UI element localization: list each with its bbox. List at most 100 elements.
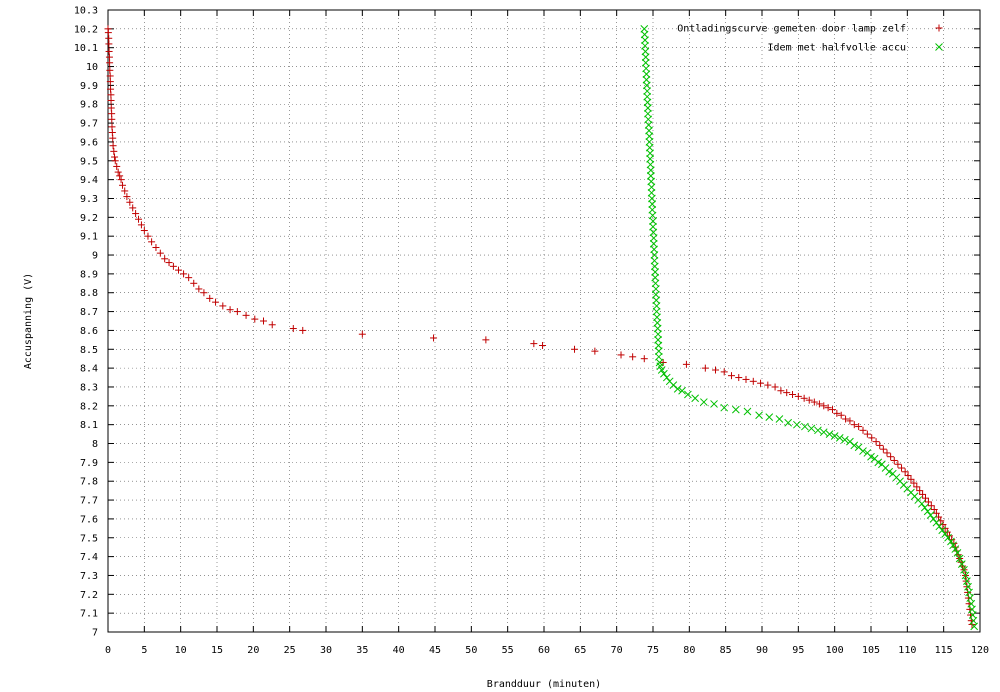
y-tick-label: 9.8 (80, 100, 98, 111)
data-point (654, 330, 662, 339)
data-point (185, 274, 193, 282)
x-tick-label: 100 (826, 645, 844, 656)
data-point (640, 355, 648, 363)
y-tick-label: 7.5 (80, 533, 98, 544)
data-point (617, 351, 625, 359)
data-point (651, 268, 660, 276)
y-tick-label: 8.8 (80, 288, 98, 299)
data-point (863, 430, 871, 438)
data-point (108, 115, 116, 123)
y-tick-label: 8.9 (80, 269, 98, 280)
y-tick-label: 7.9 (80, 458, 98, 469)
data-point (135, 215, 143, 223)
data-point (642, 70, 651, 78)
data-point (650, 251, 659, 259)
y-tick-label: 8.3 (80, 382, 98, 393)
data-point (885, 467, 894, 476)
y-tick-label: 8.6 (80, 326, 98, 337)
x-tick-label: 75 (647, 645, 659, 656)
x-tick-label: 25 (284, 645, 296, 656)
data-point (212, 298, 220, 306)
y-tick-label: 7.8 (80, 477, 98, 488)
data-point (731, 405, 740, 414)
data-point (727, 372, 735, 380)
data-point (960, 565, 968, 574)
data-point (114, 168, 122, 176)
data-point (789, 391, 797, 399)
x-tick-label: 120 (971, 645, 989, 656)
data-point (872, 438, 880, 446)
data-point (190, 279, 198, 287)
data-point (935, 522, 944, 531)
data-point (641, 36, 649, 45)
data-point (783, 389, 791, 397)
data-point (901, 468, 909, 476)
data-point (126, 198, 134, 206)
data-point (807, 424, 816, 433)
data-point (299, 326, 307, 334)
data-point (132, 210, 140, 218)
x-tick-label: 105 (862, 645, 880, 656)
data-point (923, 507, 932, 516)
data-point (226, 306, 234, 314)
x-tick-label: 30 (320, 645, 332, 656)
data-point (835, 434, 844, 442)
y-tick-label: 9.5 (80, 156, 98, 167)
y-tick-label: 9 (92, 251, 98, 262)
x-tick-label: 110 (898, 645, 916, 656)
data-point (233, 308, 241, 316)
data-point (646, 166, 655, 175)
data-point (859, 447, 867, 455)
x-tick-label: 115 (935, 645, 953, 656)
y-tick-label: 9.7 (80, 119, 98, 130)
y-tick-label: 9.3 (80, 194, 98, 205)
data-series (104, 24, 979, 631)
data-point (944, 533, 952, 542)
data-point (660, 369, 668, 378)
data-point (657, 366, 666, 374)
chart-legend: Ontladingscurve gemeten door lamp zelf Id… (677, 24, 943, 54)
data-point (119, 181, 127, 189)
data-point (691, 394, 700, 403)
data-point (649, 217, 657, 225)
data-point (837, 411, 845, 419)
data-point (814, 426, 822, 435)
data-point (111, 157, 119, 165)
data-point (129, 204, 137, 212)
data-point (910, 479, 918, 487)
data-point (678, 386, 686, 395)
data-point (941, 524, 949, 532)
y-tick-label: 7.6 (80, 514, 98, 525)
data-point (947, 537, 955, 546)
y-tick-label: 7.7 (80, 496, 98, 507)
data-point (652, 285, 660, 293)
data-point (174, 266, 182, 274)
data-point (962, 577, 970, 585)
data-point (970, 622, 979, 631)
data-point (117, 176, 125, 184)
data-point (771, 383, 779, 391)
x-tick-label: 50 (465, 645, 477, 656)
data-point (957, 560, 966, 568)
data-point (810, 398, 818, 406)
data-point (711, 366, 719, 374)
data-point (883, 449, 891, 457)
y-tick-label: 8.4 (80, 364, 98, 375)
y-axis-label: Accuspanning (V) (23, 273, 34, 369)
data-point (855, 423, 863, 431)
y-tick-label: 10 (86, 62, 98, 73)
data-point (929, 515, 938, 523)
data-point (180, 270, 188, 278)
data-point (784, 418, 793, 427)
data-point (904, 472, 912, 480)
y-tick-label: 10.1 (74, 43, 98, 54)
data-point (684, 390, 692, 399)
data-point (647, 183, 656, 192)
x-axis-label: Brandduur (minuten) (487, 679, 601, 690)
data-point (879, 445, 887, 453)
data-point (907, 475, 915, 483)
data-point (815, 400, 823, 408)
data-point (110, 147, 118, 155)
data-point (953, 548, 962, 557)
